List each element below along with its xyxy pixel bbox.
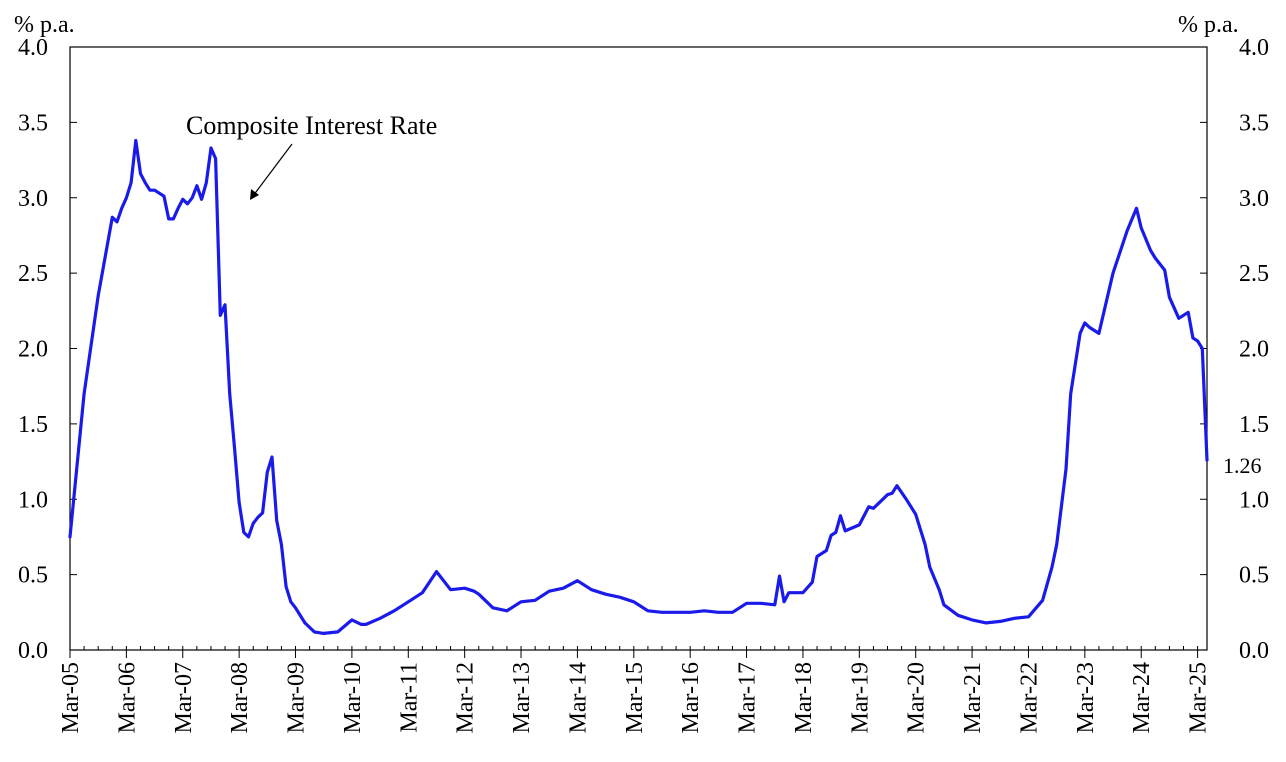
y-tick-label-right: 1.5 [1239,412,1269,438]
y-tick-label-right: 2.0 [1239,337,1269,363]
left-unit-label: % p.a. [14,12,75,38]
y-tick-label-left: 0.5 [18,563,48,589]
x-tick-label: Mar-05 [58,662,84,734]
x-tick-label: Mar-15 [622,662,648,734]
y-tick-label-left: 3.5 [18,110,48,136]
x-tick-label: Mar-08 [227,662,253,734]
y-tick-label-left: 3.0 [18,186,48,212]
x-tick-label: Mar-25 [1186,662,1212,734]
y-tick-label-left: 2.5 [18,261,48,287]
y-tick-label-left: 0.0 [18,638,48,664]
x-tick-label: Mar-09 [284,662,310,734]
y-tick-label-right: 3.5 [1239,110,1269,136]
y-tick-label-right: 2.5 [1239,261,1269,287]
x-tick-label: Mar-14 [565,662,591,734]
x-tick-label: Mar-23 [1073,662,1099,734]
x-tick-label: Mar-17 [735,662,761,734]
x-tick-label: Mar-07 [171,662,197,734]
axes: 0.0 0.0 0.5 0.5 1.0 1.0 1.5 1.5 2.0 2.0 2.5 2.5 3.0 3… [18,35,1269,734]
x-tick-label: Mar-16 [678,662,704,734]
x-tick-label: Mar-11 [396,662,422,733]
last-value-label: 1.26 [1223,453,1262,478]
x-tick-label: Mar-13 [509,662,535,734]
y-tick-label-left: 4.0 [18,35,48,61]
y-tick-label-right: 0.0 [1239,638,1269,664]
x-tick-label: Mar-12 [453,662,479,734]
x-tick-label: Mar-10 [340,662,366,734]
series-line-composite-interest-rate [68,138,1209,635]
y-tick-label-right: 1.0 [1239,487,1269,513]
y-tick-label-right: 0.5 [1239,563,1269,589]
annotation-label: Composite Interest Rate [186,111,437,140]
x-tick-label: Mar-06 [114,662,140,734]
annotation-arrow [250,143,293,200]
x-tick-label: Mar-21 [960,662,986,734]
y-tick-label-right: 3.0 [1239,186,1269,212]
x-tick-label: Mar-20 [904,662,930,734]
x-tick-label: Mar-24 [1129,662,1155,734]
y-tick-label-left: 2.0 [18,337,48,363]
x-tick-label: Mar-18 [791,662,817,734]
y-tick-label-left: 1.0 [18,487,48,513]
right-unit-label: % p.a. [1178,12,1239,38]
x-tick-label: Mar-22 [1016,662,1042,734]
x-tick-label: Mar-19 [847,662,873,734]
y-tick-label-right: 4.0 [1239,35,1269,61]
y-tick-label-left: 1.5 [18,412,48,438]
